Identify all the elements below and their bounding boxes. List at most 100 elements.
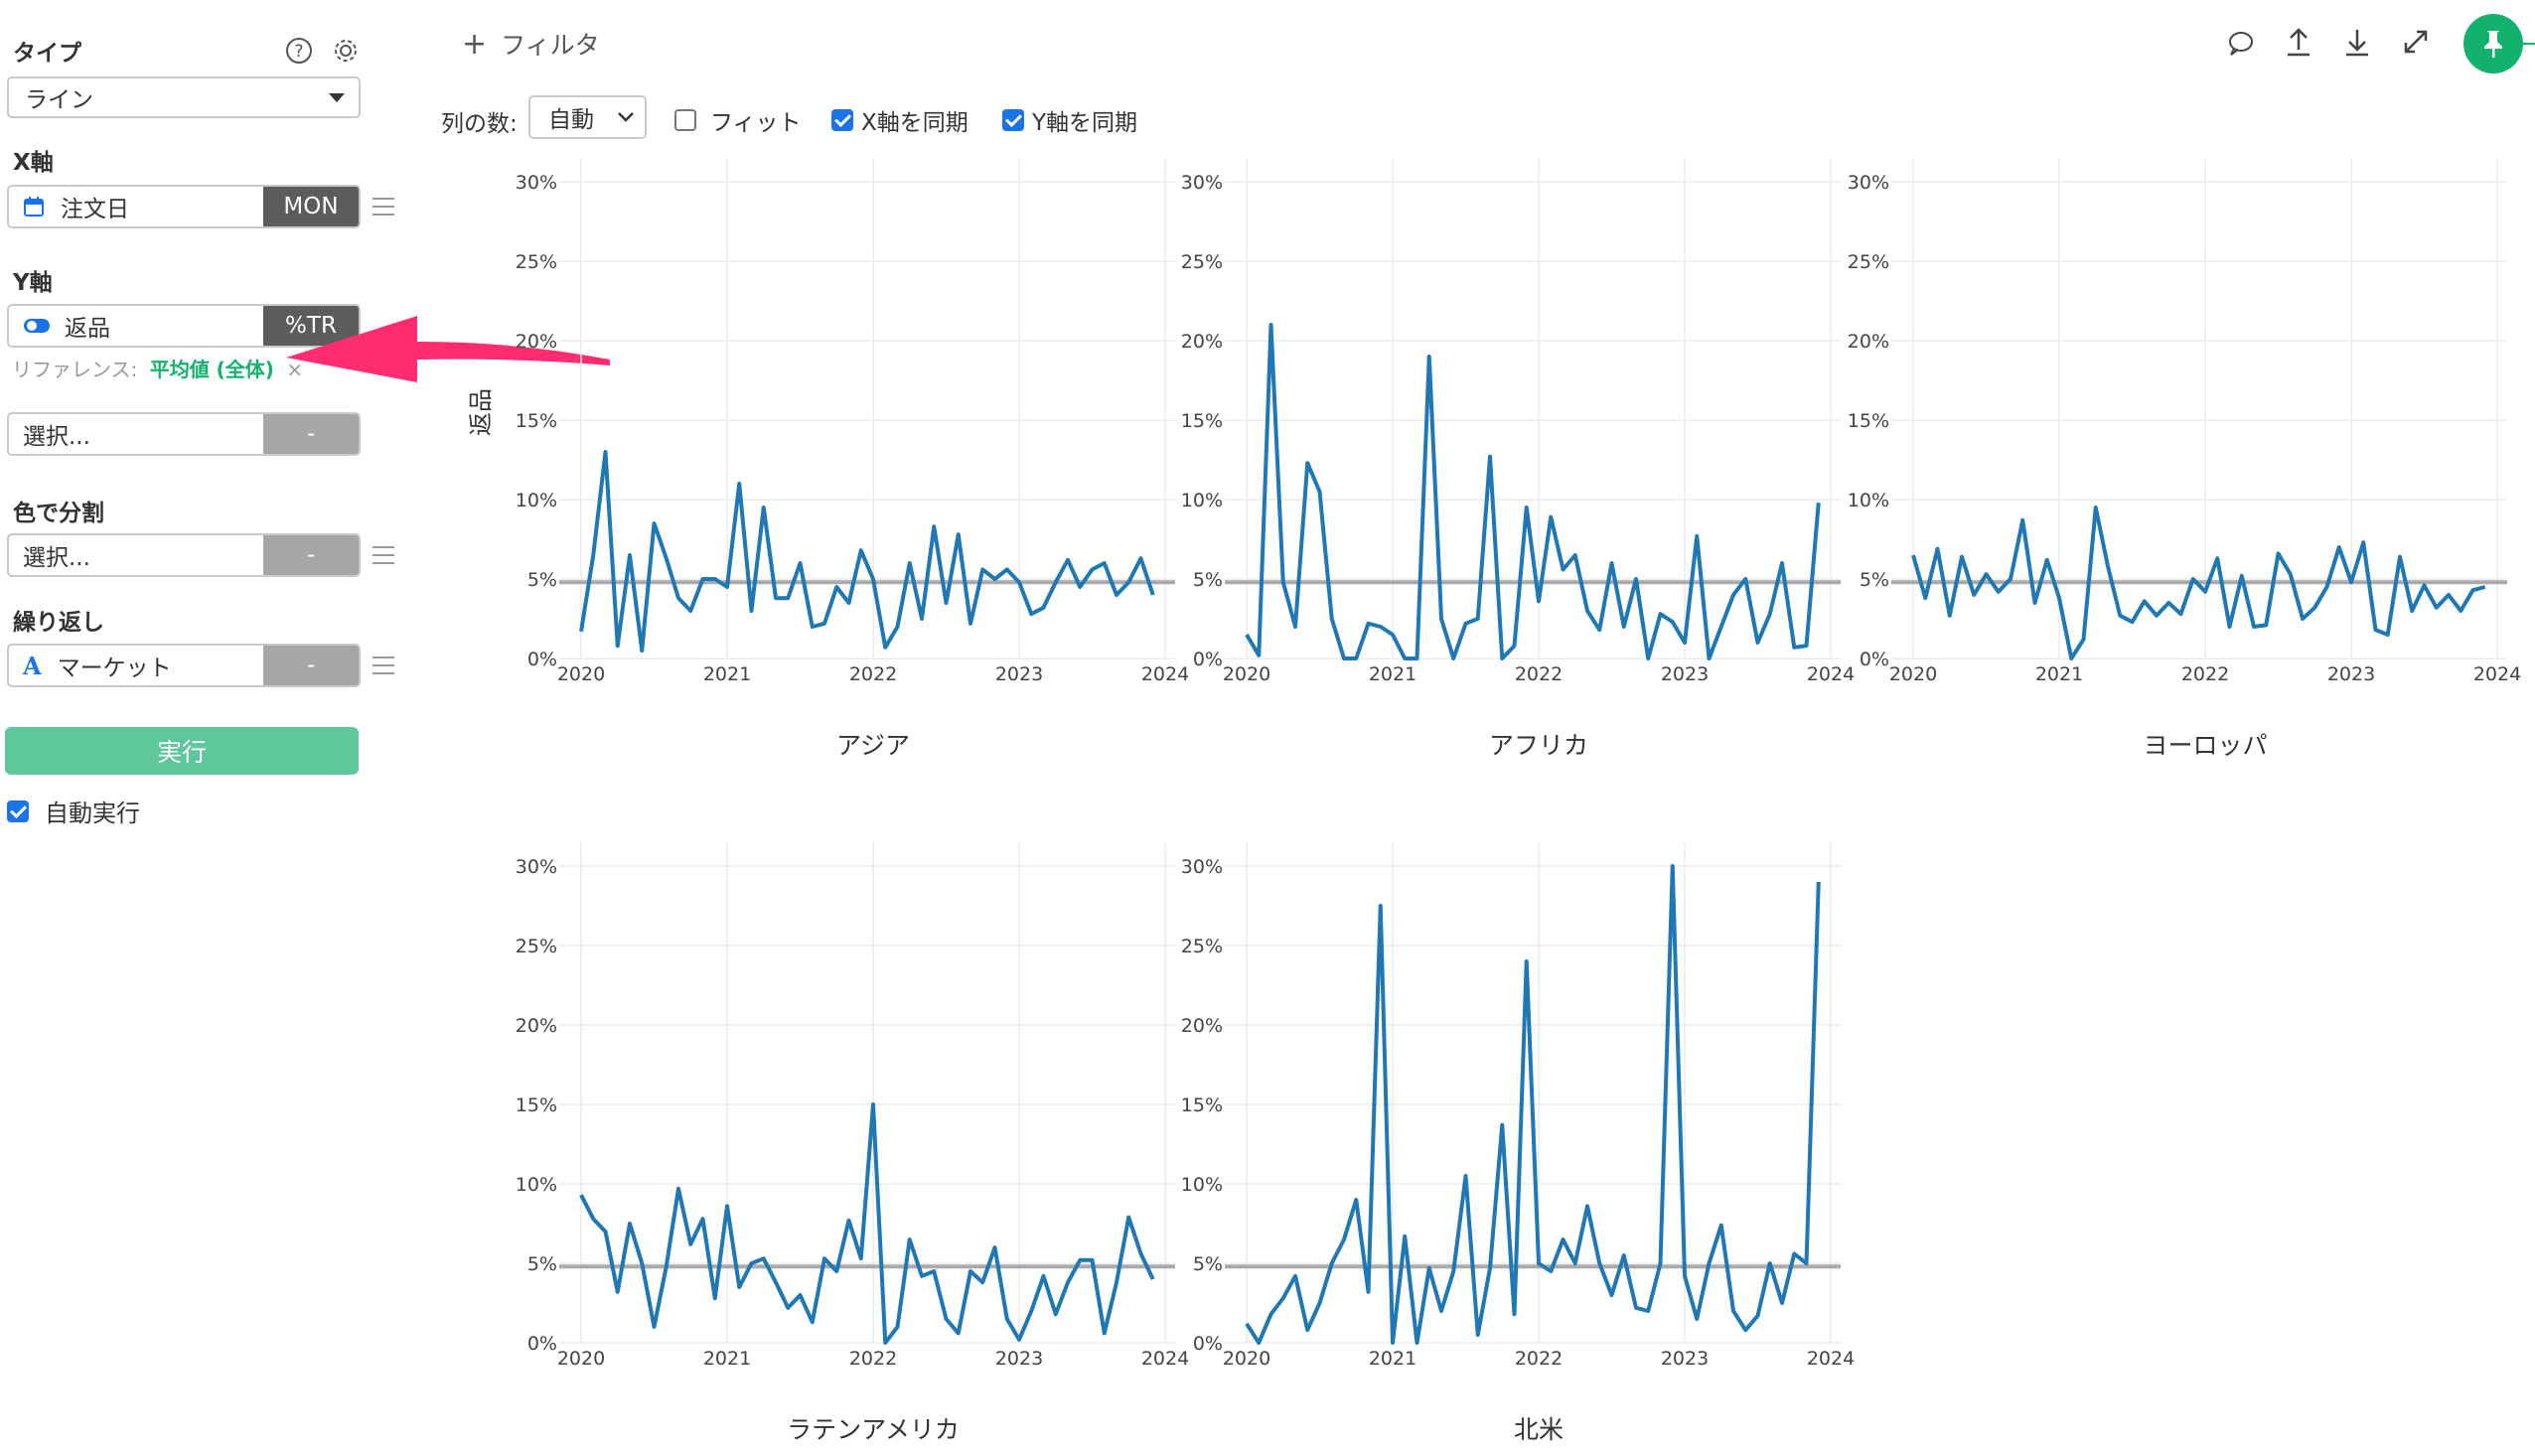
color-split-menu-icon[interactable]	[373, 546, 394, 564]
y-tick-label: 25%	[1181, 251, 1223, 273]
series-line	[579, 450, 1155, 653]
fit-label: フィット	[710, 110, 802, 136]
y-axis-title: Y軸	[13, 270, 53, 296]
sync-x-option[interactable]: X軸を同期	[831, 103, 969, 137]
y-axis-aggregation-tag[interactable]: %TR	[263, 306, 359, 346]
text-type-icon: A	[23, 651, 42, 680]
panel-title: アフリカ	[1489, 731, 1588, 760]
filter-label: フィルタ	[501, 31, 600, 60]
expand-icon[interactable]	[2400, 26, 2432, 58]
sync-x-checkbox[interactable]	[831, 109, 853, 131]
columns-select[interactable]: 自動	[528, 95, 647, 139]
y-tick-label: 25%	[516, 936, 557, 957]
y-tick-label: 20%	[516, 331, 557, 353]
y-tick-label: 5%	[1193, 1253, 1223, 1275]
y-tick-label: 0%	[527, 649, 557, 670]
comment-icon[interactable]	[2225, 28, 2257, 60]
x-tick-label: 2021	[2035, 663, 2083, 685]
reference-label: リファレンス:	[12, 358, 138, 381]
repeat-field-tag[interactable]: -	[263, 646, 359, 685]
repeat-title: 繰り返し	[13, 610, 104, 636]
plus-icon: +	[462, 26, 488, 62]
y-axis-label: 返品	[467, 388, 495, 436]
run-button[interactable]: 実行	[5, 727, 359, 775]
series-line	[579, 1102, 1155, 1345]
gear-icon[interactable]	[331, 36, 361, 66]
y-tick-label: 30%	[516, 172, 557, 194]
annotation-arrow	[286, 316, 610, 382]
pin-icon[interactable]	[2463, 14, 2523, 73]
columns-label: 列の数:	[441, 111, 518, 137]
color-split-select[interactable]: 選択... -	[7, 533, 361, 577]
columns-value: 自動	[548, 107, 594, 133]
y-tick-label: 25%	[1848, 251, 1889, 273]
y-tick-label: 15%	[1181, 1094, 1223, 1116]
y-tick-label: 0%	[1860, 649, 1889, 670]
x-tick-label: 2020	[557, 1348, 605, 1370]
x-tick-label: 2023	[995, 663, 1043, 685]
x-tick-label: 2023	[1661, 1348, 1709, 1370]
x-tick-label: 2024	[1807, 663, 1855, 685]
auto-run-checkbox[interactable]	[7, 800, 29, 822]
auto-run-option[interactable]: 自動実行	[7, 794, 140, 828]
type-title: タイプ	[13, 41, 81, 67]
fit-option[interactable]: フィット	[674, 103, 802, 137]
series-line	[1245, 323, 1821, 660]
x-axis-menu-icon[interactable]	[373, 198, 394, 216]
series-line	[1245, 864, 1821, 1345]
question-circle-icon[interactable]: ?	[284, 36, 314, 66]
filter-button[interactable]: + フィルタ	[462, 26, 600, 62]
toggle-icon	[23, 317, 51, 335]
x-tick-label: 2021	[703, 1348, 751, 1370]
x-axis-field-label: 注文日	[61, 197, 129, 222]
upload-icon[interactable]	[2283, 26, 2314, 60]
x-tick-label: 2020	[1889, 663, 1937, 685]
panel-title: ラテンアメリカ	[787, 1415, 960, 1444]
x-tick-label: 2024	[1141, 1348, 1189, 1370]
chart-type-select[interactable]: ライン	[7, 76, 361, 118]
y-tick-label: 20%	[1181, 331, 1223, 353]
y-tick-label: 5%	[1193, 569, 1223, 591]
x-tick-label: 2021	[1369, 1348, 1417, 1370]
color-split-tag[interactable]: -	[263, 535, 359, 575]
y-tick-label: 10%	[1181, 490, 1223, 511]
auto-run-label: 自動実行	[45, 800, 140, 827]
panel-title: アジア	[836, 731, 910, 760]
y-tick-label: 5%	[1860, 569, 1889, 591]
x-tick-label: 2022	[849, 1348, 897, 1370]
x-tick-label: 2023	[1661, 663, 1709, 685]
sync-y-checkbox[interactable]	[1002, 109, 1024, 131]
y-tick-label: 10%	[1848, 490, 1889, 511]
extra-field-placeholder: 選択...	[23, 424, 90, 450]
extra-field-tag[interactable]: -	[263, 414, 359, 454]
reference-close-icon[interactable]: ×	[286, 358, 304, 381]
panel-title: ヨーロッパ	[2143, 731, 2267, 760]
pin-connector	[2523, 43, 2535, 45]
y-tick-label: 5%	[527, 1253, 557, 1275]
y-tick-label: 15%	[516, 1094, 557, 1116]
y-tick-label: 15%	[1848, 410, 1889, 432]
reference-value-link[interactable]: 平均値 (全体)	[149, 358, 274, 381]
y-tick-label: 10%	[516, 490, 557, 511]
x-tick-label: 2024	[2473, 663, 2521, 685]
y-axis-field[interactable]: 返品 %TR	[7, 304, 361, 348]
extra-field-select[interactable]: 選択... -	[7, 412, 361, 456]
y-tick-label: 25%	[1181, 936, 1223, 957]
download-icon[interactable]	[2341, 26, 2373, 60]
repeat-field-label: マーケット	[57, 655, 172, 681]
sync-x-label: X軸を同期	[861, 110, 969, 136]
x-tick-label: 2020	[1223, 1348, 1270, 1370]
x-axis-aggregation-tag[interactable]: MON	[263, 187, 359, 226]
series-line	[1911, 506, 2486, 660]
sync-y-option[interactable]: Y軸を同期	[1002, 103, 1137, 137]
x-tick-label: 2024	[1141, 663, 1189, 685]
x-axis-field[interactable]: 注文日 MON	[7, 185, 361, 228]
y-tick-label: 10%	[1181, 1174, 1223, 1196]
repeat-field[interactable]: A マーケット -	[7, 644, 361, 687]
fit-checkbox[interactable]	[674, 109, 696, 131]
x-tick-label: 2022	[1515, 1348, 1563, 1370]
repeat-menu-icon[interactable]	[373, 656, 394, 674]
y-tick-label: 30%	[1181, 172, 1223, 194]
svg-text:?: ?	[294, 42, 303, 62]
